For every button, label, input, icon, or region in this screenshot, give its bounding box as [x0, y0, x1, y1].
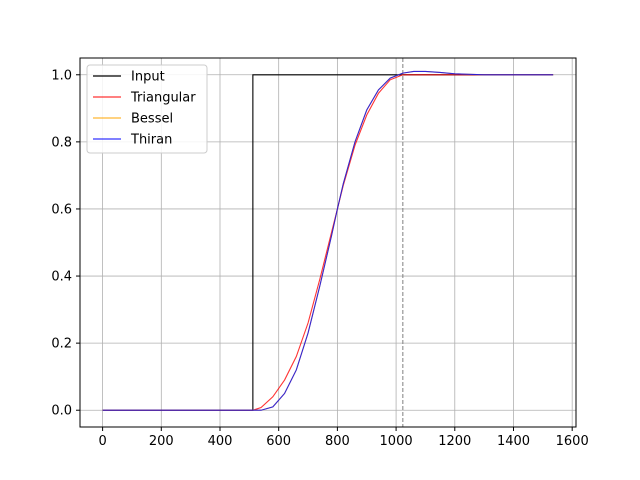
x-tick-label: 1000 [380, 434, 413, 449]
y-tick-label: 0.2 [51, 337, 72, 352]
legend-box [86, 64, 208, 154]
legend-label-bessel: Bessel [131, 112, 173, 127]
legend-label-input: Input [131, 70, 165, 85]
y-tick-label: 0.8 [51, 135, 72, 150]
x-tick-label: 0 [98, 434, 106, 449]
plot-series [102, 58, 554, 427]
axes: 0 200 400 600 800 1000 1200 1400 1600 0.0 0.2 0.4 0.… [51, 57, 589, 449]
series-line-thiran [102, 70, 554, 411]
y-tick-label: 1.0 [51, 68, 72, 83]
x-tick-label: 200 [149, 434, 174, 449]
y-tick-label: 0.0 [51, 404, 72, 419]
legend-label-triangular: Triangular [130, 91, 196, 106]
plot-frame [79, 57, 577, 428]
legend-label-thiran: Thiran [130, 133, 172, 148]
y-tick-label: 0.6 [51, 202, 72, 217]
x-tick-label: 800 [325, 434, 350, 449]
x-tick-label: 1200 [438, 434, 471, 449]
x-tick-label: 400 [208, 434, 233, 449]
x-tick-label: 1400 [497, 434, 530, 449]
y-tick-label: 0.4 [51, 270, 72, 285]
x-tick-label: 600 [266, 434, 291, 449]
x-tick-label: 1600 [556, 434, 589, 449]
legend: Input Triangular Bessel Thiran [86, 64, 208, 154]
